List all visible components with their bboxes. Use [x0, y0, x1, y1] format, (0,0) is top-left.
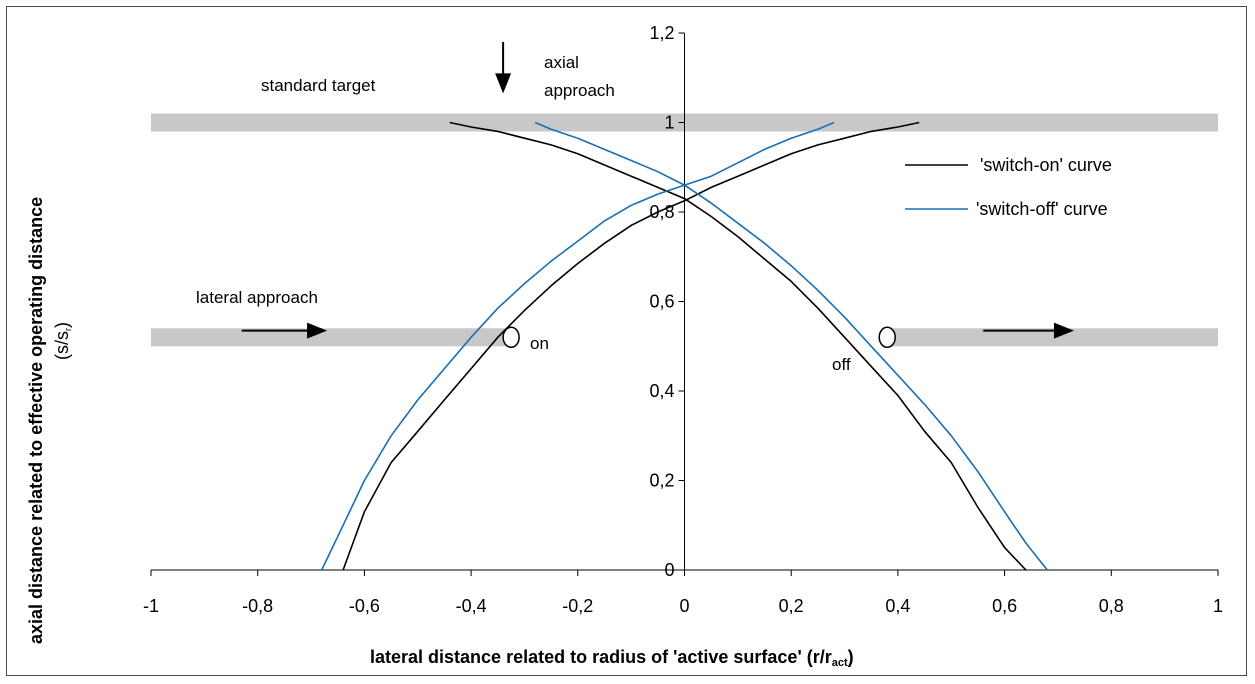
y-tick-label: 0 — [664, 560, 674, 580]
x-tick-label: 0,4 — [885, 596, 910, 616]
x-tick-label: -0,8 — [242, 596, 273, 616]
x-axis-title-end: ) — [848, 647, 854, 667]
markers — [502, 326, 896, 349]
chart-frame — [6, 6, 1247, 676]
legend-label-switch-on: 'switch-on' curve — [980, 155, 1112, 175]
marker-on — [502, 326, 520, 349]
annotation-axial-2: approach — [544, 81, 615, 100]
y-axis-units: (s/sr) — [52, 322, 73, 360]
x-tick-label: 0,6 — [992, 596, 1017, 616]
series-0-line-0 — [342, 121, 920, 571]
x-tick-label: 0 — [679, 596, 689, 616]
x-axis-title-sub: act — [832, 657, 848, 669]
target-band-1 — [151, 328, 509, 347]
x-tick-label: -0,2 — [562, 596, 593, 616]
y-axis-units-main: (s/s — [52, 331, 72, 360]
x-tick-label: 0,8 — [1099, 596, 1124, 616]
axes: -1 -0,8 -0,6 -0,4 -0,2 0 0,2 0,4 0,6 0,8 1 0 0,2 0,4 0… — [143, 23, 1223, 616]
arrows — [241, 41, 1074, 339]
curves — [320, 121, 1048, 571]
x-tick-label: -0,4 — [456, 596, 487, 616]
marker-off — [878, 326, 896, 349]
arrow-head-0 — [307, 322, 328, 339]
series-1-line-1 — [534, 121, 1048, 571]
y-axis-title: axial distance related to effective oper… — [26, 197, 46, 644]
arrow-head-1 — [1053, 322, 1074, 339]
y-tick-label: 0,4 — [649, 381, 674, 401]
x-tick-label: -1 — [143, 596, 159, 616]
annotation-axial-1: axial — [544, 53, 579, 72]
annotation-standard-target: standard target — [261, 76, 376, 95]
legend: 'switch-on' curve 'switch-off' curve — [905, 155, 1112, 219]
y-tick-label: 0,6 — [649, 292, 674, 312]
annotation-lateral-approach: lateral approach — [196, 288, 318, 307]
y-tick-label: 0,2 — [649, 471, 674, 491]
series-1-line-0 — [320, 121, 835, 571]
x-tick-label: 0,2 — [779, 596, 804, 616]
y-axis-units-end: ) — [52, 322, 72, 328]
y-axis-units-sub: r — [63, 328, 73, 331]
x-axis-title-main: lateral distance related to radius of 'a… — [370, 647, 832, 667]
y-tick-label: 1,2 — [649, 23, 674, 43]
target-band-2 — [887, 328, 1218, 347]
y-tick-label: 1 — [664, 113, 674, 133]
legend-label-switch-off: 'switch-off' curve — [976, 199, 1108, 219]
series-0-line-1 — [449, 121, 1027, 571]
arrow-head-2 — [495, 73, 512, 94]
y-tick-label: 0,8 — [649, 202, 674, 222]
x-axis-title: lateral distance related to radius of 'a… — [370, 647, 854, 669]
x-tick-label: -0,6 — [349, 596, 380, 616]
x-tick-label: 1 — [1213, 596, 1223, 616]
annotation-on: on — [530, 334, 549, 353]
target-bands — [151, 113, 1218, 347]
annotation-off: off — [832, 355, 851, 374]
